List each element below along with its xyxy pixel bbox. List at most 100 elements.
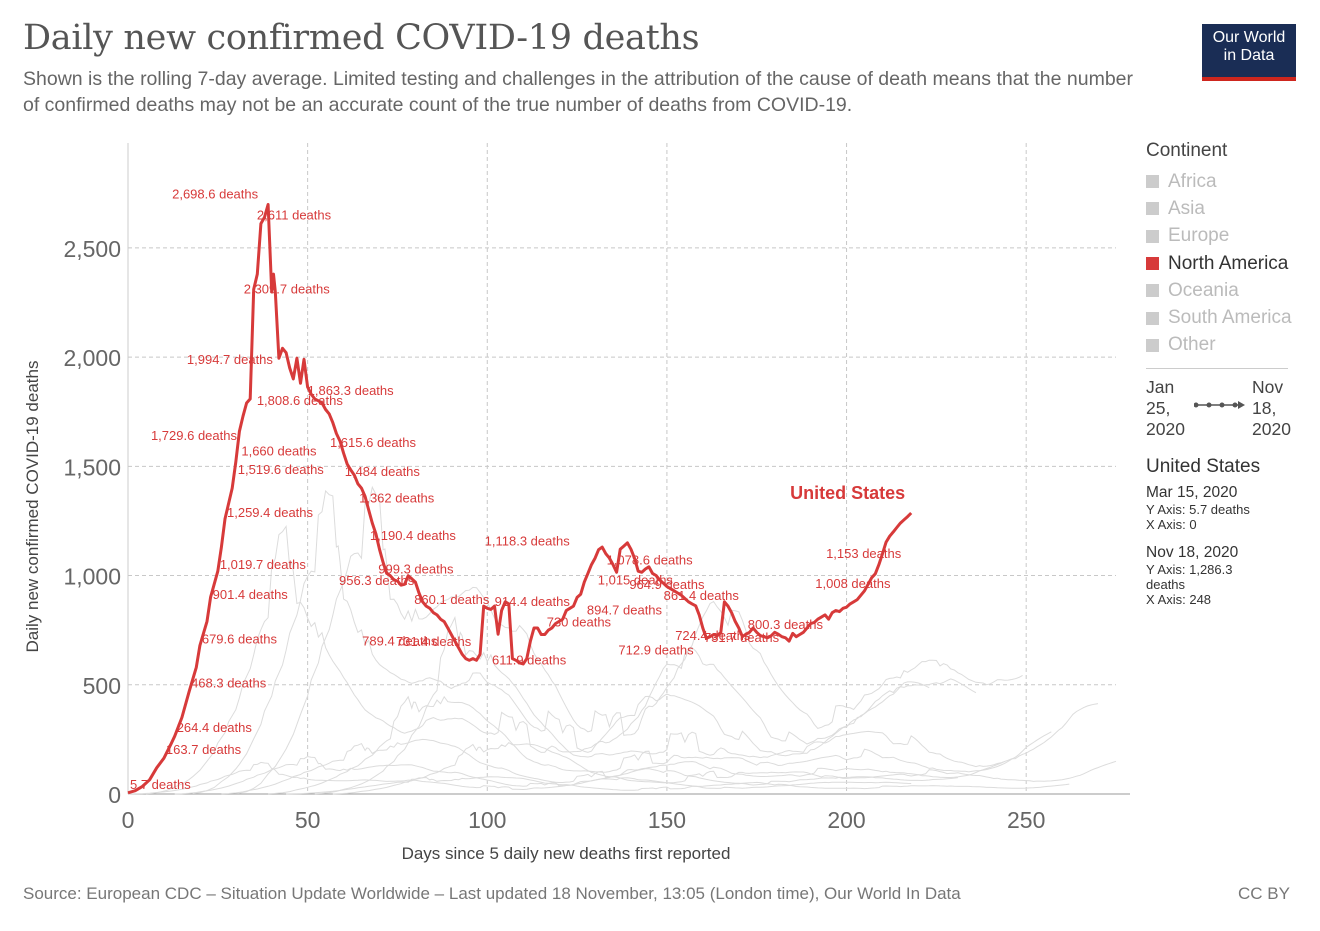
- background-series-line: [127, 761, 912, 795]
- y-axis-label: Daily new confirmed COVID-19 deaths: [23, 361, 42, 653]
- point-label: 5.7 deaths: [130, 777, 191, 792]
- legend-swatch: [1146, 284, 1159, 298]
- timeline-end-month: Nov: [1252, 377, 1284, 397]
- legend-item-south-america[interactable]: South America: [1146, 304, 1316, 331]
- logo-line-1: Our World: [1212, 29, 1286, 46]
- tooltip-start-x: X Axis: 0: [1146, 517, 1197, 532]
- point-label: 1,994.7 deaths: [187, 352, 274, 367]
- point-label: 724.4 deaths: [675, 628, 751, 643]
- series-line-united-states[interactable]: [127, 203, 913, 795]
- timeline-start-year: 2020: [1146, 419, 1185, 439]
- legend-swatch: [1146, 311, 1159, 325]
- point-label: 468.3 deaths: [191, 676, 267, 691]
- logo-line-2: in Data: [1223, 47, 1275, 64]
- tooltip-end-y: Y Axis: 1,286.3: [1146, 562, 1233, 577]
- legend-divider: [1146, 368, 1288, 370]
- point-label: 1,660 deaths: [241, 443, 317, 458]
- tooltip-end-y-unit: deaths: [1146, 577, 1186, 592]
- chart-title: Daily new confirmed COVID-19 deaths: [23, 18, 700, 58]
- tooltip-end-x: X Axis: 248: [1146, 592, 1212, 607]
- point-label: 731.7 deaths: [704, 630, 780, 645]
- background-series-line: [268, 695, 1052, 795]
- chart-subtitle: Shown is the rolling 7-day average. Limi…: [23, 68, 1134, 116]
- legend-label: Africa: [1168, 170, 1217, 192]
- license-link[interactable]: CC BY: [1238, 884, 1290, 903]
- legend-swatch: [1146, 257, 1159, 271]
- point-label: 956.3 deaths: [339, 573, 415, 588]
- continent-legend: Continent Africa Asia Europe North America O…: [1146, 140, 1316, 370]
- point-label: 1,362 deaths: [359, 490, 435, 505]
- legend-swatch: [1146, 175, 1159, 189]
- legend-label: South America: [1168, 307, 1292, 329]
- y-tick-label: 500: [83, 673, 121, 699]
- point-label: 264.4 deaths: [177, 720, 253, 735]
- timeline-handle-end[interactable]: [1238, 401, 1245, 409]
- point-label: 914.4 deaths: [495, 594, 571, 609]
- point-label: 964.9 deaths: [629, 577, 705, 592]
- y-tick-label: 1,500: [63, 454, 121, 480]
- legend-swatch: [1146, 338, 1159, 352]
- point-label: 1,259.4 deaths: [227, 505, 314, 520]
- point-label: 163.7 deaths: [166, 742, 242, 757]
- background-series-line: [239, 485, 1023, 794]
- x-tick-label: 250: [1007, 807, 1045, 833]
- legend-label: Other: [1168, 334, 1216, 356]
- point-label: 1,078.6 deaths: [607, 552, 694, 567]
- y-tick-label: 2,000: [63, 345, 121, 371]
- point-label: 901.4 deaths: [213, 587, 289, 602]
- legend-swatch: [1146, 229, 1159, 243]
- point-label: 1,615.6 deaths: [330, 435, 417, 450]
- point-label: 1,190.4 deaths: [370, 528, 457, 543]
- point-label: 2,309.7 deaths: [244, 281, 331, 296]
- x-axis-label: Days since 5 daily new deaths first repo…: [402, 844, 731, 863]
- owid-logo[interactable]: Our World in Data: [1202, 24, 1296, 81]
- point-label: 730 deaths: [547, 615, 612, 630]
- legend-item-asia[interactable]: Asia: [1146, 195, 1316, 222]
- point-label: 2,611 deaths: [257, 208, 332, 223]
- x-tick-label: 0: [122, 807, 135, 833]
- legend-item-europe[interactable]: Europe: [1146, 223, 1316, 250]
- legend-item-africa[interactable]: Africa: [1146, 168, 1316, 195]
- hover-tooltip: United States Mar 15, 2020 Y Axis: 5.7 d…: [1146, 456, 1316, 607]
- point-label: 2,698.6 deaths: [172, 186, 259, 201]
- legend-item-north-america[interactable]: North America: [1146, 250, 1316, 277]
- point-label: 1,519.6 deaths: [238, 462, 325, 477]
- timeline-control[interactable]: Jan 25, 2020 Nov 18, 2020: [1146, 377, 1306, 447]
- x-tick-label: 50: [295, 807, 321, 833]
- y-tick-label: 2,500: [63, 236, 121, 262]
- background-series-line: [145, 524, 930, 795]
- x-tick-label: 100: [468, 807, 506, 833]
- tooltip-end-date: Nov 18, 2020: [1146, 544, 1239, 561]
- timeline-start-day: 25,: [1146, 398, 1171, 418]
- legend-item-oceania[interactable]: Oceania: [1146, 277, 1316, 304]
- point-label: 1,863.3 deaths: [308, 383, 395, 398]
- point-label: 731.4 deaths: [396, 634, 472, 649]
- legend-title: Continent: [1146, 140, 1228, 161]
- series-end-label: United States: [790, 483, 905, 503]
- point-label: 712.9 deaths: [618, 642, 694, 657]
- source-note[interactable]: Source: European CDC – Situation Update …: [23, 884, 961, 903]
- x-tick-label: 150: [648, 807, 686, 833]
- timeline-end-year: 2020: [1252, 419, 1291, 439]
- point-label: 1,729.6 deaths: [151, 428, 238, 443]
- y-tick-label: 0: [108, 782, 121, 808]
- point-label: 1,118.3 deaths: [485, 534, 571, 549]
- x-tick-label: 200: [827, 807, 865, 833]
- legend-item-other[interactable]: Other: [1146, 332, 1316, 359]
- tooltip-country: United States: [1146, 456, 1261, 477]
- tooltip-start-date: Mar 15, 2020: [1146, 484, 1238, 501]
- point-label: 1,153 deaths: [826, 546, 902, 561]
- point-label: 800.3 deaths: [748, 617, 824, 632]
- timeline-slider[interactable]: [1194, 399, 1246, 411]
- legend-label: Oceania: [1168, 279, 1239, 301]
- point-label: 999.3 deaths: [378, 562, 454, 577]
- point-label: 1,019.7 deaths: [220, 557, 307, 572]
- point-label: 894.7 deaths: [587, 603, 663, 618]
- legend-label: North America: [1168, 252, 1289, 274]
- line-chart: 0 500 1,000 1,500 2,000 2,500 0 50 100 150 200 250 D…: [23, 143, 1130, 863]
- background-series-line: [286, 776, 1070, 795]
- point-label: 679.6 deaths: [202, 632, 278, 647]
- timeline-start-label: Jan 25, 2020: [1146, 377, 1196, 440]
- legend-label: Europe: [1168, 225, 1230, 247]
- timeline-handle-start[interactable]: [1194, 402, 1199, 408]
